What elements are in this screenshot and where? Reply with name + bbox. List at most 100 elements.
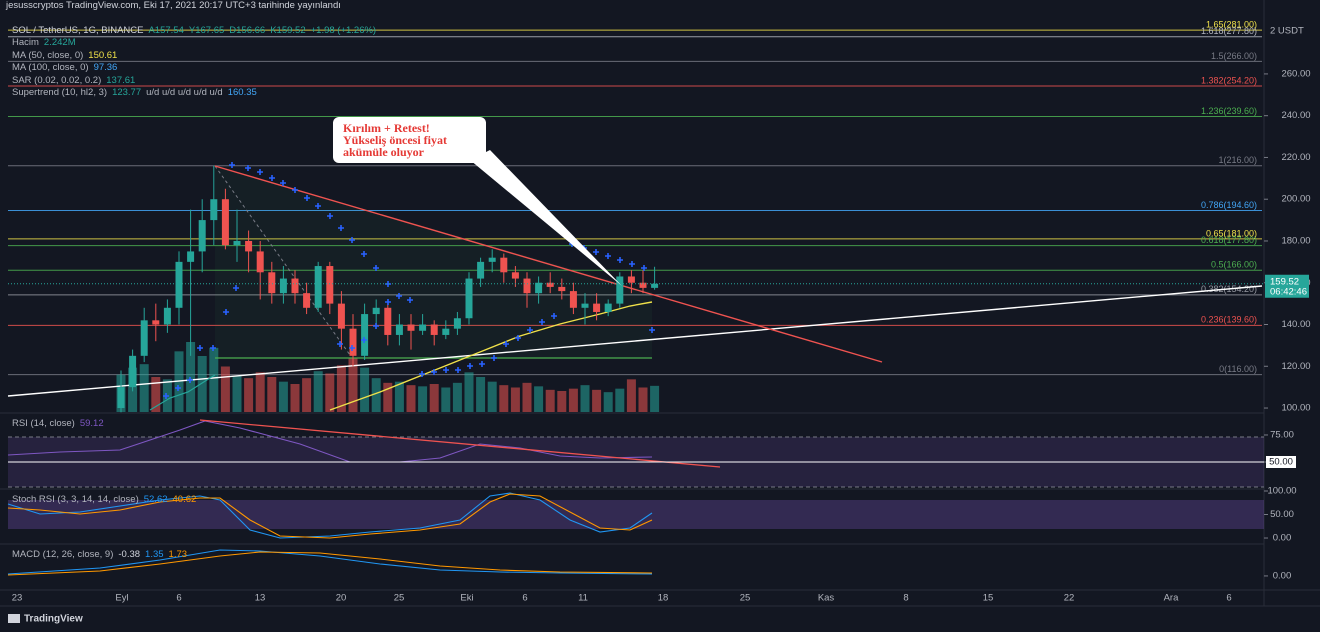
last-price-label: 159.52: [1270, 276, 1299, 287]
x-tick-label: 13: [255, 593, 266, 604]
fib-label: 1.65(281.00): [1206, 19, 1257, 29]
supertrend-cross: [539, 319, 545, 325]
candle-body: [558, 286, 566, 292]
volume-bar: [302, 378, 312, 412]
candle-body: [303, 293, 311, 308]
volume-bar: [441, 387, 451, 412]
supertrend-cross: [385, 299, 391, 305]
x-tick-label: 25: [740, 593, 751, 604]
candle-body: [465, 278, 473, 319]
x-tick-label: 15: [983, 593, 994, 604]
x-tick-label: 23: [12, 593, 23, 604]
stoch-d: [7, 493, 653, 539]
supertrend-cross: [455, 367, 461, 373]
supertrend-cross: [187, 377, 193, 383]
x-tick-label: 8: [903, 593, 908, 604]
supertrend-cross: [280, 180, 286, 186]
volume-bar: [209, 347, 219, 412]
candle-body: [651, 283, 659, 288]
volume-bar: [545, 389, 555, 412]
indicator-value: 160.35: [227, 87, 257, 98]
candle-body: [523, 278, 531, 294]
volume-bar: [429, 384, 439, 412]
rsi-trendline: [199, 419, 721, 468]
supertrend-cross: [349, 345, 355, 351]
supertrend-cross: [337, 341, 343, 347]
candle-body: [175, 261, 183, 308]
supertrend-cross: [641, 265, 647, 271]
y-tick-label: 180.00: [1281, 235, 1310, 246]
candle-body: [210, 199, 218, 221]
fib-label: 0.65(181.00): [1206, 228, 1257, 238]
candle-body: [187, 251, 195, 262]
ohlc: Y167.65: [188, 25, 225, 36]
fib-label: 0.618(177.80): [1201, 235, 1257, 245]
supertrend-cross: [175, 385, 181, 391]
volume-bar: [418, 386, 428, 412]
candle-body: [616, 276, 624, 304]
supertrend-cross: [269, 175, 275, 181]
candle-body: [326, 266, 334, 304]
candle-body: [361, 314, 369, 356]
x-tick-label: 6: [176, 593, 181, 604]
volume-bar: [151, 377, 161, 412]
candle-body: [477, 261, 485, 279]
supertrend-cross: [338, 225, 344, 231]
y-tick-label: 0.00: [1273, 570, 1292, 581]
volume-bar: [499, 385, 509, 412]
stoch-legend: Stoch RSI (3, 3, 14, 14, close) 52.62 40.6…: [12, 494, 201, 505]
volume-bar: [336, 365, 346, 412]
price-unit: 2 USDT: [1270, 26, 1304, 37]
volume-bar: [325, 373, 335, 412]
x-tick-label: Kas: [818, 593, 835, 604]
x-tick-label: 20: [336, 593, 347, 604]
volume-bar: [568, 388, 578, 412]
candle-body: [117, 387, 125, 409]
annotation-line: Yükseliş öncesi fiyat: [343, 133, 447, 147]
candle-body: [245, 240, 253, 252]
measure-line: [214, 165, 351, 356]
annotation-line: akümüle oluyor: [343, 145, 425, 159]
fib-label: 0.236(139.60): [1201, 315, 1257, 325]
countdown-label: 06:42:46: [1270, 286, 1307, 297]
callout-box: [333, 117, 486, 163]
volume-bar: [244, 378, 254, 412]
supertrend-cross: [373, 323, 379, 329]
candle-body: [129, 355, 137, 388]
indicator-value: 123.77: [112, 87, 142, 98]
fib-label: 1.618(277.80): [1201, 26, 1257, 36]
volume-bar: [452, 382, 462, 412]
candle-body: [140, 320, 148, 356]
ohlc: A157.54: [148, 25, 184, 36]
volume-bar: [371, 378, 381, 412]
callout-pointer: [470, 150, 622, 286]
candle-body: [384, 307, 392, 335]
supertrend-cross: [349, 237, 355, 243]
candle-body: [314, 266, 322, 308]
ohlc: K159.52: [270, 25, 306, 36]
indicator-extra: u/d u/d u/d u/d u/d: [146, 87, 223, 98]
candle-body: [395, 324, 403, 335]
indicator-row: MA (100, close, 0) 97.36: [12, 62, 122, 73]
candle-body: [546, 282, 554, 287]
x-tick-label: 11: [578, 593, 588, 604]
candle-body: [419, 324, 427, 331]
fib-label: 0.786(194.60): [1201, 200, 1257, 210]
stoch-d: 40.62: [172, 494, 197, 505]
candle-body: [291, 278, 299, 294]
symbol-legend: SOL / TetherUS, 1G, BINANCE A157.54 Y167.6…: [12, 25, 381, 36]
volume-bar: [557, 391, 567, 412]
fib-label: 1.382(254.20): [1201, 75, 1257, 85]
supertrend-cross: [197, 345, 203, 351]
logo-mark: [8, 614, 20, 623]
supertrend-cross: [515, 335, 521, 341]
footer-logo: TradingView: [24, 614, 83, 625]
macd-signal: [7, 551, 653, 576]
volume-bar: [290, 384, 300, 412]
volume-bar: [580, 385, 590, 412]
volume-bar: [638, 387, 648, 412]
y-tick-label: 50.00: [1270, 509, 1294, 520]
candle-body: [430, 324, 438, 335]
volume-bar: [510, 387, 520, 412]
level-box: [1266, 456, 1296, 468]
